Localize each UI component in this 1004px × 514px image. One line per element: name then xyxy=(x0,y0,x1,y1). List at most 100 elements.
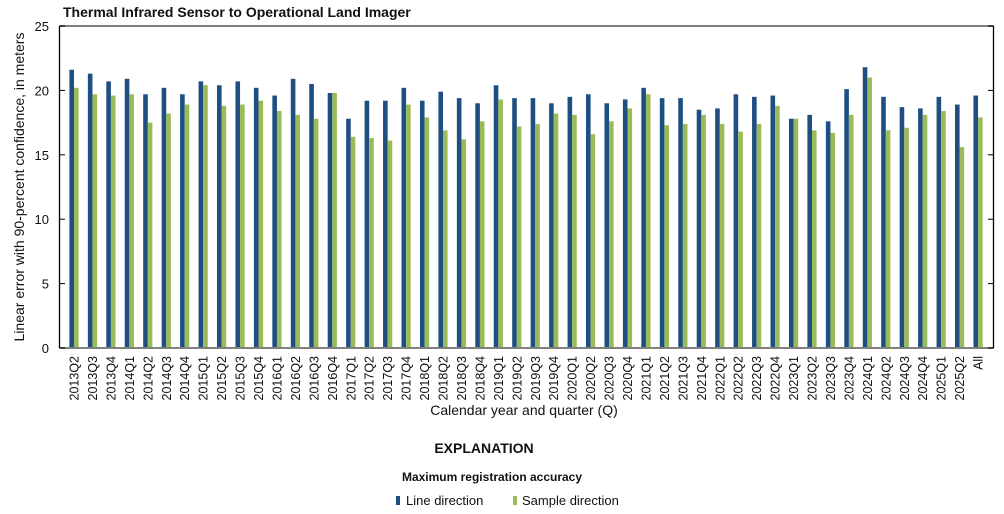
x-tick-label: 2025Q2 xyxy=(953,356,967,401)
y-axis-label: Linear error with 90-percent confidence,… xyxy=(11,33,27,342)
x-tick-label: 2014Q1 xyxy=(123,356,137,401)
bar-line-direction-2021q1 xyxy=(641,87,646,348)
x-tick-label: 2016Q2 xyxy=(289,356,303,401)
x-tick-label: All xyxy=(972,356,986,370)
x-tick-label: 2018Q4 xyxy=(473,356,487,401)
bar-sample-direction-2018q1 xyxy=(424,117,430,348)
x-tick-label: 2017Q1 xyxy=(344,356,358,401)
bar-sample-direction-2022q4 xyxy=(775,105,780,348)
x-tick-label: 2014Q3 xyxy=(160,356,174,401)
bar-sample-direction-2013q3 xyxy=(92,94,98,348)
y-tick-label: 10 xyxy=(35,212,49,227)
x-tick-label: 2017Q3 xyxy=(381,356,395,401)
bar-sample-direction-2018q3 xyxy=(461,139,467,348)
bar-line-direction-2020q2 xyxy=(586,94,591,348)
bar-line-direction-2016q2 xyxy=(290,78,296,349)
bar-line-direction-2022q4 xyxy=(770,95,776,348)
legend: EXPLANATION Maximum registration accurac… xyxy=(396,440,619,508)
bar-sample-direction-2019q1 xyxy=(498,99,503,348)
bar-sample-direction-2014q4 xyxy=(184,104,190,349)
x-tick-label: 2015Q1 xyxy=(197,356,211,401)
x-tick-label: 2024Q4 xyxy=(916,356,930,401)
x-tick-label: 2023Q2 xyxy=(806,356,820,401)
bar-line-direction-2016q3 xyxy=(309,83,314,349)
bar-line-direction-2021q2 xyxy=(659,98,665,349)
axes-group xyxy=(58,25,995,349)
bar-sample-direction-2020q4 xyxy=(627,108,633,348)
legend-swatch-sample-direction xyxy=(513,496,517,505)
bar-line-direction-2017q3 xyxy=(383,100,388,348)
bar-sample-direction-all xyxy=(978,117,983,348)
bar-line-direction-2022q3 xyxy=(752,96,757,348)
bar-sample-direction-2016q3 xyxy=(313,118,319,349)
x-tick-label: 2014Q4 xyxy=(178,356,192,401)
x-tick-label: 2015Q4 xyxy=(252,356,266,401)
bar-line-direction-2017q4 xyxy=(401,87,407,348)
bar-sample-direction-2016q4 xyxy=(332,92,337,348)
bar-sample-direction-2017q1 xyxy=(350,136,356,348)
bar-sample-direction-2020q1 xyxy=(572,114,577,348)
x-tick-label: 2017Q4 xyxy=(400,356,414,401)
y-tick-label: 20 xyxy=(35,83,49,98)
bar-sample-direction-2023q2 xyxy=(812,130,817,348)
y-ticks-group: 0 5 10 15 20 25 xyxy=(35,19,994,356)
bar-sample-direction-2013q4 xyxy=(110,95,116,348)
bar-sample-direction-2022q2 xyxy=(738,131,743,348)
bar-sample-direction-2019q2 xyxy=(516,126,522,349)
bar-line-direction-2014q1 xyxy=(124,78,130,349)
bar-line-direction-2019q2 xyxy=(512,98,517,349)
bar-sample-direction-2021q1 xyxy=(645,94,651,348)
bar-line-direction-2017q1 xyxy=(346,118,351,349)
x-tick-label: 2022Q4 xyxy=(769,356,783,401)
y-tick-label: 15 xyxy=(35,148,49,163)
bar-sample-direction-2022q1 xyxy=(719,123,725,348)
bar-sample-direction-2014q2 xyxy=(147,122,153,348)
bar-sample-direction-2017q2 xyxy=(369,138,374,348)
x-tick-label: 2019Q4 xyxy=(547,356,561,401)
bar-sample-direction-2018q4 xyxy=(479,121,485,348)
bars-group xyxy=(69,67,983,349)
bar-sample-direction-2020q2 xyxy=(590,134,596,348)
x-tick-label: 2016Q1 xyxy=(270,356,284,401)
x-tick-label: 2021Q2 xyxy=(658,356,672,401)
bar-line-direction-2022q1 xyxy=(715,108,720,348)
x-tick-label: 2019Q2 xyxy=(510,356,524,401)
bar-sample-direction-2014q1 xyxy=(129,94,134,348)
bar-line-direction-2021q3 xyxy=(678,98,683,349)
bar-line-direction-2016q4 xyxy=(327,92,333,348)
legend-swatch-line-direction xyxy=(396,496,400,505)
x-tick-label: 2017Q2 xyxy=(363,356,377,401)
bar-sample-direction-2024q4 xyxy=(922,114,928,348)
x-ticks-group: 2013Q2 2013Q3 2013Q4 2014Q1 2014Q2 2014Q3 2014… xyxy=(68,356,986,401)
x-tick-label: 2020Q2 xyxy=(584,356,598,401)
x-tick-label: 2014Q2 xyxy=(141,356,155,401)
bar-sample-direction-2020q3 xyxy=(609,121,614,348)
legend-subtitle: Maximum registration accuracy xyxy=(402,470,582,484)
x-tick-label: 2013Q4 xyxy=(104,356,118,401)
x-tick-label: 2023Q3 xyxy=(824,356,838,401)
bar-sample-direction-2015q2 xyxy=(221,105,227,348)
bar-line-direction-2018q3 xyxy=(456,98,462,349)
bar-sample-direction-2025q1 xyxy=(941,111,946,349)
x-tick-label: 2024Q3 xyxy=(898,356,912,401)
bar-line-direction-2025q1 xyxy=(936,96,942,348)
bar-sample-direction-2015q3 xyxy=(240,104,245,349)
x-tick-label: 2015Q2 xyxy=(215,356,229,401)
x-tick-label: 2022Q1 xyxy=(713,356,727,401)
bar-line-direction-2023q2 xyxy=(807,114,812,348)
bar-line-direction-2018q1 xyxy=(419,100,425,348)
x-tick-label: 2022Q3 xyxy=(750,356,764,401)
bar-sample-direction-2023q1 xyxy=(793,118,799,349)
x-tick-label: 2013Q3 xyxy=(86,356,100,401)
x-tick-label: 2013Q2 xyxy=(68,356,82,401)
x-tick-label: 2016Q3 xyxy=(307,356,321,401)
x-tick-label: 2025Q1 xyxy=(935,356,949,401)
x-tick-label: 2019Q3 xyxy=(529,356,543,401)
bar-line-direction-2020q1 xyxy=(567,96,573,348)
x-tick-label: 2018Q3 xyxy=(455,356,469,401)
bar-line-direction-2023q4 xyxy=(844,89,849,348)
bar-line-direction-2024q3 xyxy=(899,107,905,348)
bar-sample-direction-2017q3 xyxy=(387,140,393,348)
bar-sample-direction-2013q2 xyxy=(74,87,79,348)
